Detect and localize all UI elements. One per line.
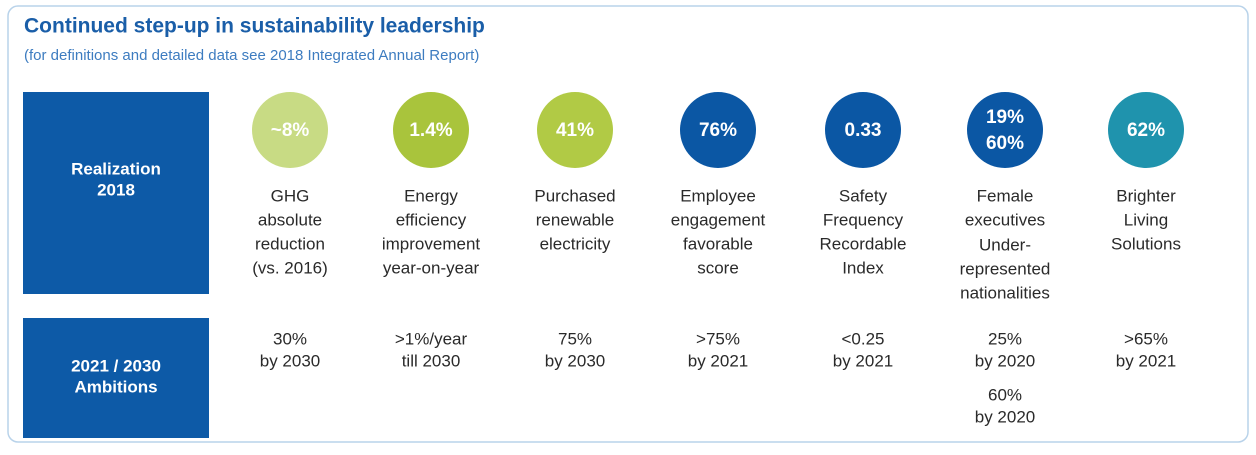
description: Safety xyxy=(839,186,888,205)
row-label: 2021 / 2030 xyxy=(71,356,161,375)
description: efficiency xyxy=(396,210,467,229)
description: GHG xyxy=(271,186,310,205)
ambition: by 2030 xyxy=(545,351,606,370)
ambition: by 2021 xyxy=(833,351,894,370)
description: score xyxy=(697,258,739,277)
badge-circle xyxy=(680,92,756,168)
description: Purchased xyxy=(534,186,615,205)
badge-value: 0.33 xyxy=(845,120,882,141)
row-label: Realization xyxy=(71,159,161,178)
title: Continued step-up in sustainability lead… xyxy=(24,15,485,38)
description: Solutions xyxy=(1111,234,1181,253)
description: absolute xyxy=(258,210,322,229)
description: engagement xyxy=(671,210,766,229)
ambitions-box xyxy=(23,318,209,438)
badge-value: ~8% xyxy=(271,120,310,141)
description: Recordable xyxy=(820,234,907,253)
ambition: by 2030 xyxy=(260,351,321,370)
description: Brighter xyxy=(1116,186,1176,205)
ambition: till 2030 xyxy=(402,351,461,370)
badge-circle xyxy=(252,92,328,168)
description: Under- xyxy=(979,235,1031,254)
description: Employee xyxy=(680,186,756,205)
description: reduction xyxy=(255,234,325,253)
ambition: by 2021 xyxy=(1116,351,1177,370)
badge-value: 60% xyxy=(986,133,1024,154)
badge-value: 41% xyxy=(556,120,594,141)
badge-circle xyxy=(1108,92,1184,168)
description: Index xyxy=(842,258,884,277)
description: (vs. 2016) xyxy=(252,258,328,277)
ambition: 30% xyxy=(273,329,307,348)
badge-value: 76% xyxy=(699,120,737,141)
description: renewable xyxy=(536,210,614,229)
description: represented xyxy=(960,259,1051,278)
ambition: by 2020 xyxy=(975,351,1036,370)
ambition: 75% xyxy=(558,329,592,348)
ambition: >75% xyxy=(696,329,740,348)
description: executives xyxy=(965,210,1045,229)
badge-circle xyxy=(393,92,469,168)
ambition: by 2020 xyxy=(975,407,1036,426)
badge-circle xyxy=(967,92,1043,168)
ambition: 60% xyxy=(988,385,1022,404)
realization-box xyxy=(23,92,209,294)
description: Female xyxy=(977,186,1034,205)
description: Living xyxy=(1124,210,1168,229)
subtitle: (for definitions and detailed data see 2… xyxy=(24,47,479,64)
row-label: 2018 xyxy=(97,180,135,199)
badge-value: 19% xyxy=(986,107,1024,128)
ambition: by 2021 xyxy=(688,351,749,370)
badge-circle xyxy=(537,92,613,168)
row-label: Ambitions xyxy=(74,377,157,396)
ambition: >65% xyxy=(1124,329,1168,348)
description: favorable xyxy=(683,234,753,253)
badge-value: 62% xyxy=(1127,120,1165,141)
description: nationalities xyxy=(960,283,1050,302)
ambition: <0.25 xyxy=(841,329,884,348)
ambition: 25% xyxy=(988,329,1022,348)
description: year-on-year xyxy=(383,258,480,277)
description: electricity xyxy=(540,234,611,253)
badge-circle xyxy=(825,92,901,168)
ambition: >1%/year xyxy=(395,329,468,348)
badge-value: 1.4% xyxy=(409,120,452,141)
description: Frequency xyxy=(823,210,904,229)
description: improvement xyxy=(382,234,481,253)
description: Energy xyxy=(404,186,458,205)
